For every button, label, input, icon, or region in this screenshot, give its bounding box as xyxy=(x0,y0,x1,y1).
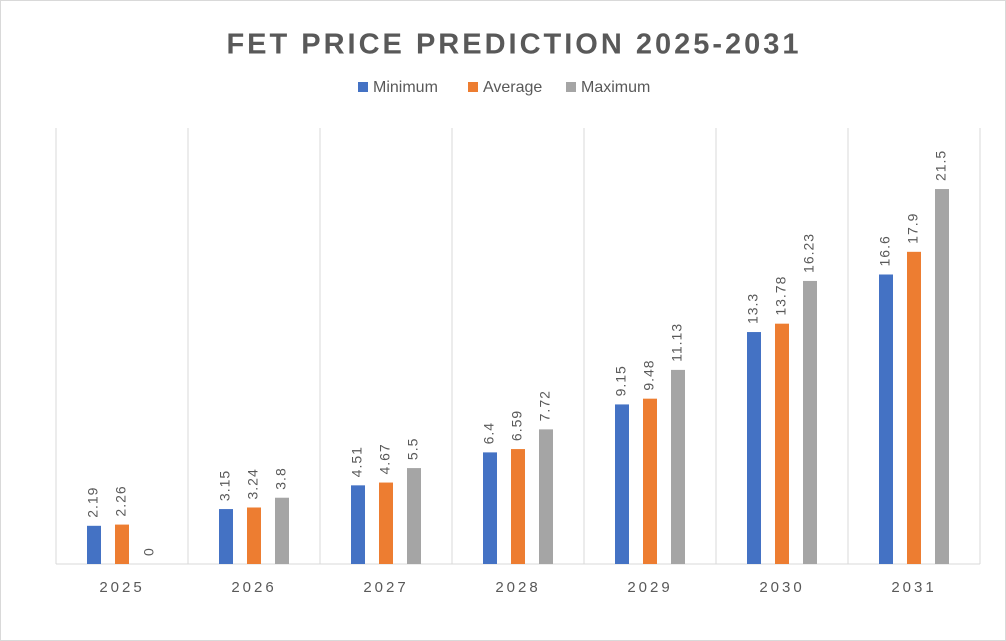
data-label: 2.26 xyxy=(113,485,129,516)
bar xyxy=(879,274,893,564)
bar xyxy=(775,323,789,564)
bar xyxy=(407,468,421,564)
data-label: 0 xyxy=(141,547,157,556)
data-label: 17.9 xyxy=(905,213,921,244)
data-label: 9.48 xyxy=(641,359,657,390)
data-label: 6.59 xyxy=(509,410,525,441)
bar xyxy=(511,449,525,564)
data-label: 3.8 xyxy=(273,467,289,489)
data-label: 4.67 xyxy=(377,443,393,474)
data-label: 4.51 xyxy=(349,446,365,477)
legend-swatch xyxy=(468,82,478,92)
data-label: 5.5 xyxy=(405,438,421,460)
data-label: 9.15 xyxy=(613,365,629,396)
bar xyxy=(219,509,233,564)
data-label: 3.15 xyxy=(217,470,233,501)
chart-title: FET PRICE PREDICTION 2025-2031 xyxy=(226,29,801,61)
data-label: 13.78 xyxy=(773,276,789,316)
x-tick-label: 2028 xyxy=(495,579,540,596)
bar xyxy=(935,189,949,565)
data-label: 13.3 xyxy=(745,293,761,324)
data-label: 2.19 xyxy=(85,487,101,518)
x-tick-label: 2027 xyxy=(363,579,408,596)
data-label: 7.72 xyxy=(537,390,553,421)
x-tick-label: 2025 xyxy=(99,579,144,596)
legend-label: Maximum xyxy=(581,79,650,96)
legend-swatch xyxy=(566,82,576,92)
bar xyxy=(275,497,289,564)
bar xyxy=(643,398,657,564)
bar xyxy=(747,332,761,564)
x-tick-label: 2026 xyxy=(231,579,276,596)
x-tick-label: 2030 xyxy=(759,579,804,596)
bar xyxy=(351,485,365,564)
bar xyxy=(615,404,629,564)
x-tick-label: 2031 xyxy=(891,579,936,596)
legend-label: Minimum xyxy=(373,79,438,96)
bar xyxy=(907,251,921,564)
bar xyxy=(115,524,129,564)
bar xyxy=(87,525,101,564)
x-tick-label: 2029 xyxy=(627,579,672,596)
legend-swatch xyxy=(358,82,368,92)
bar xyxy=(539,429,553,564)
bar xyxy=(803,280,817,564)
bar xyxy=(379,482,393,564)
data-label: 6.4 xyxy=(481,422,497,444)
data-label: 11.13 xyxy=(669,323,685,362)
bar xyxy=(671,369,685,564)
data-label: 21.5 xyxy=(933,150,949,181)
bar xyxy=(247,507,261,564)
data-label: 3.24 xyxy=(245,468,261,499)
data-label: 16.6 xyxy=(877,235,893,266)
legend-label: Average xyxy=(483,79,542,96)
data-label: 16.23 xyxy=(801,233,817,273)
bar xyxy=(483,452,497,564)
